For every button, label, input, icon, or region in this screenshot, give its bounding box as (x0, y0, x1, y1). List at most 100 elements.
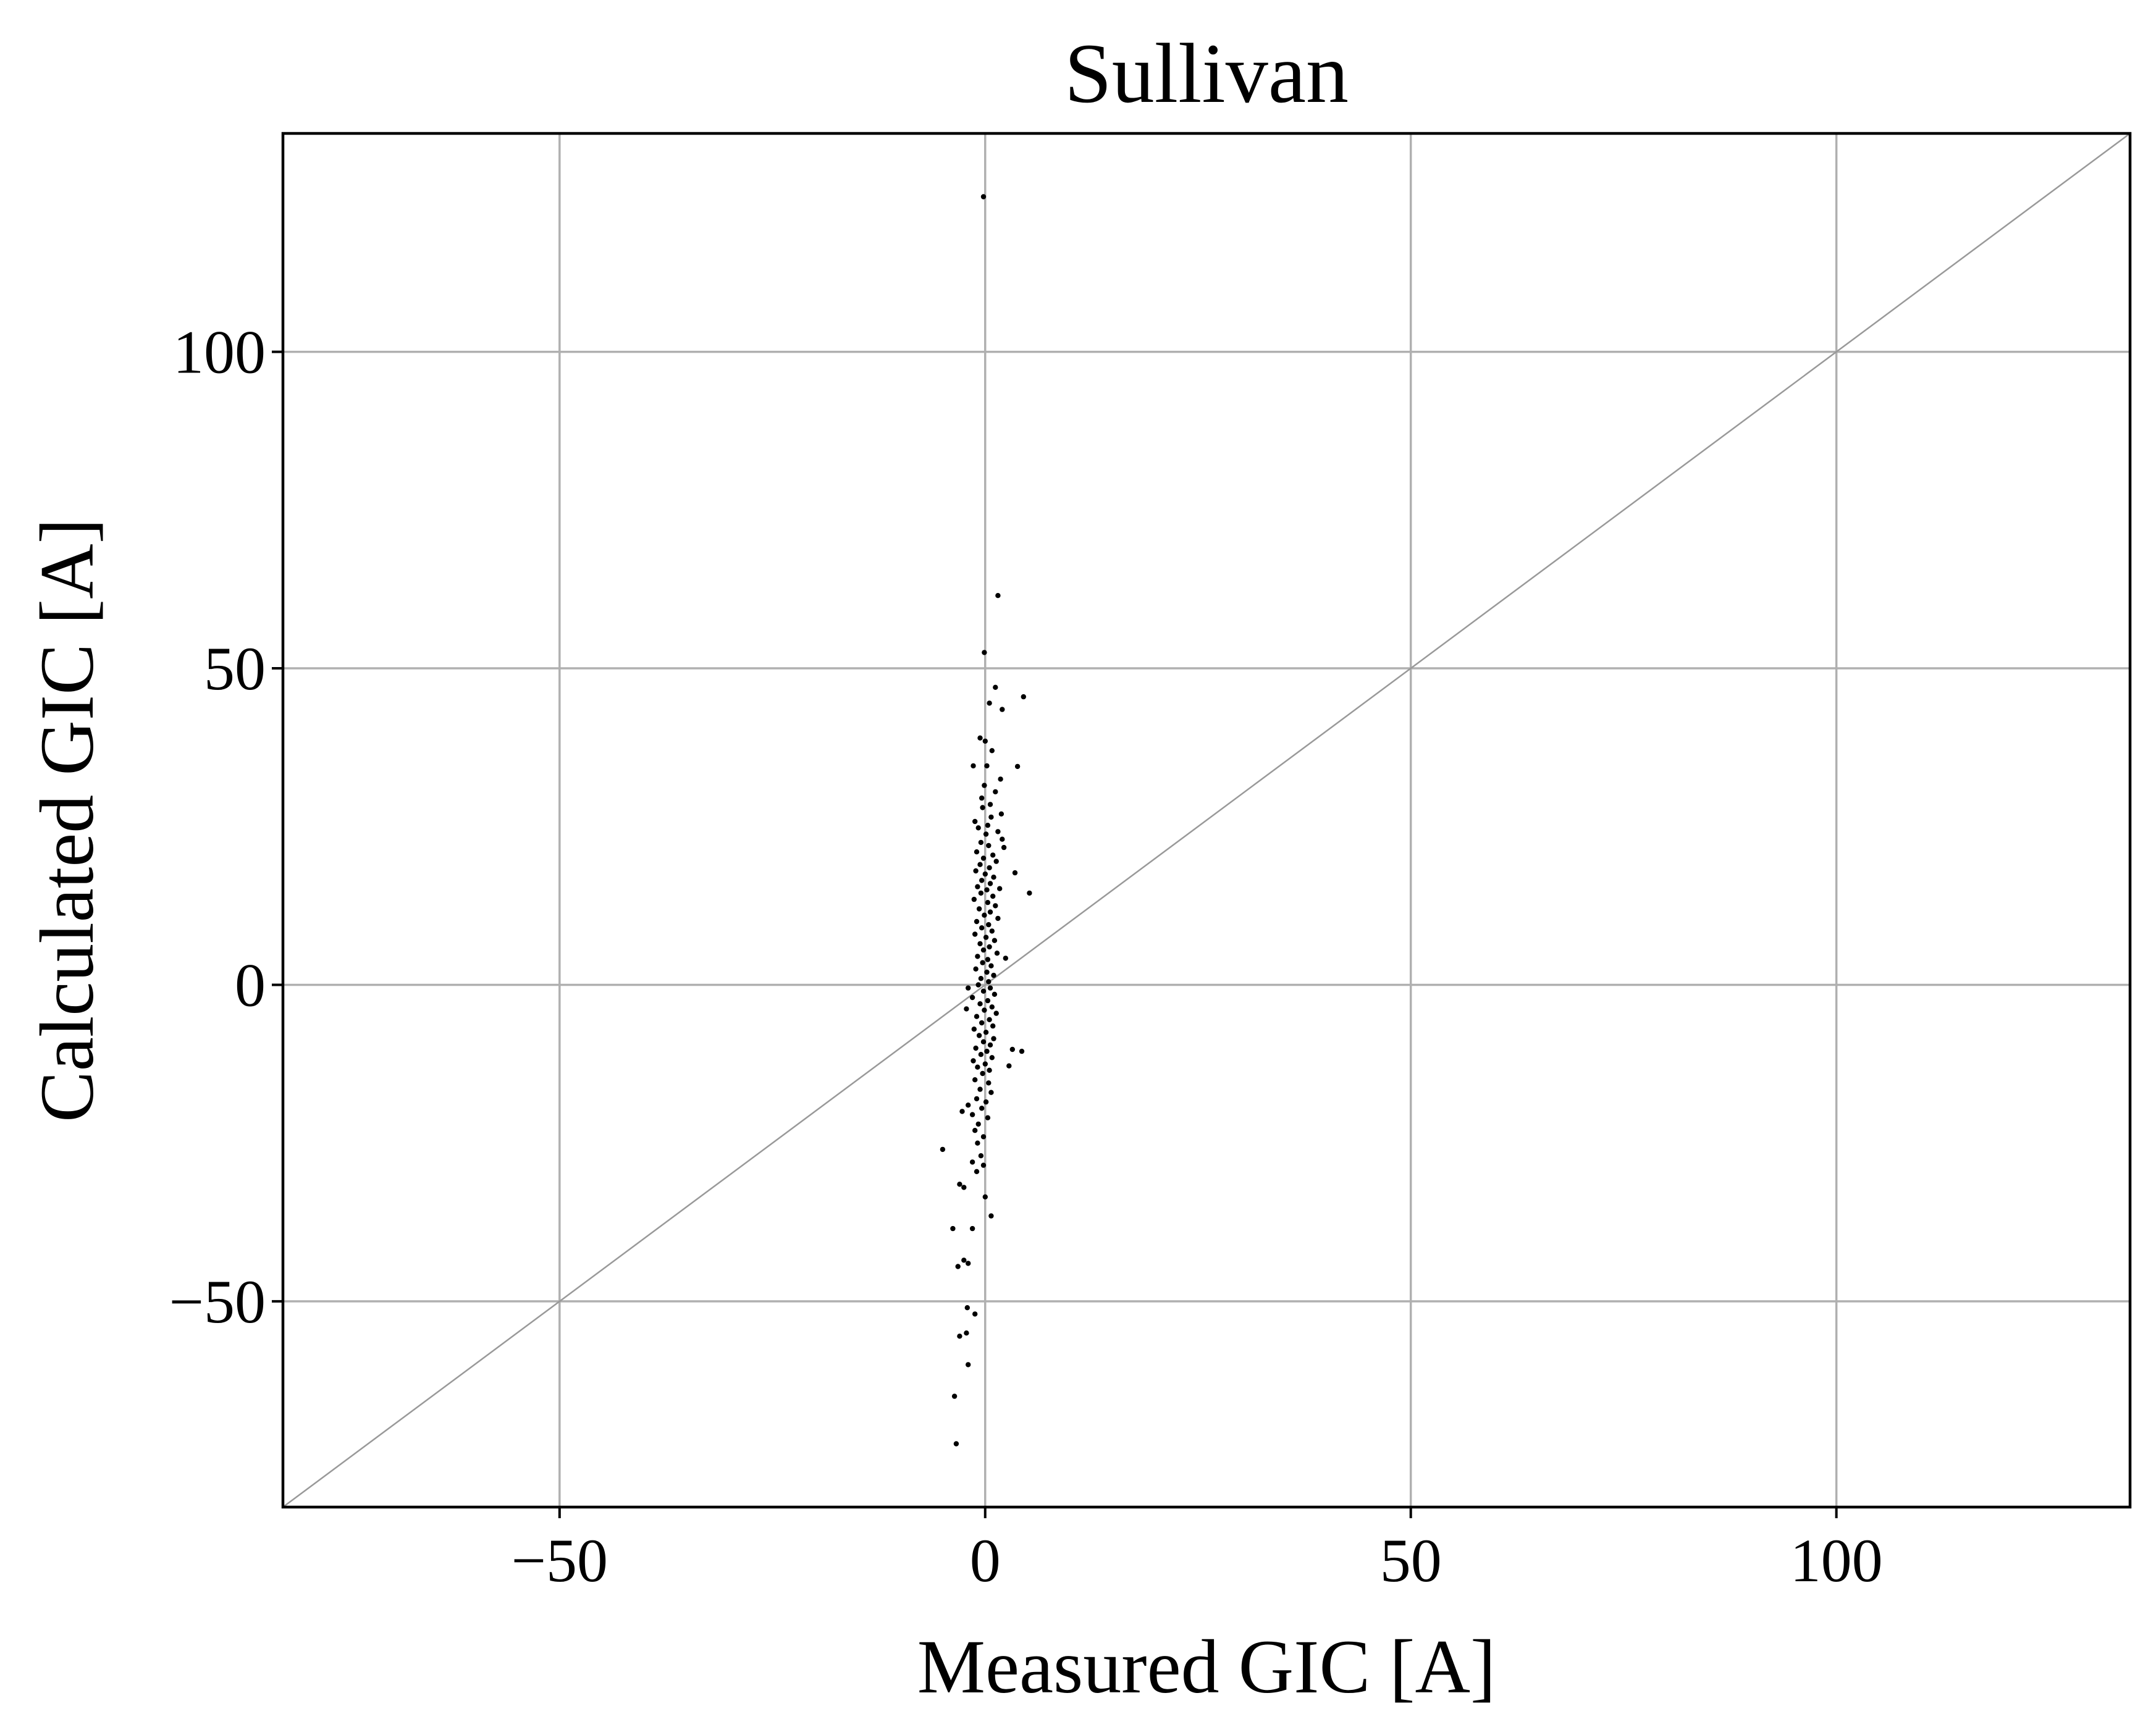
data-point (978, 839, 984, 846)
data-point (987, 700, 992, 706)
data-point (991, 1036, 996, 1041)
data-point (977, 941, 983, 947)
data-point (983, 935, 989, 940)
data-point (989, 1055, 995, 1061)
data-point (964, 1330, 969, 1336)
data-point (980, 947, 987, 953)
data-point (978, 1052, 984, 1057)
y-tick-label: 0 (235, 951, 266, 1019)
data-point (953, 1441, 959, 1447)
y-tick-label: 100 (173, 318, 266, 387)
data-point (955, 1264, 961, 1269)
x-axis-ticks: −50 0 50 100 (512, 1507, 1883, 1595)
data-point (992, 938, 998, 943)
data-point (991, 875, 996, 880)
data-point (992, 991, 998, 998)
data-point (973, 868, 979, 874)
data-point (959, 1109, 965, 1114)
data-point (987, 802, 993, 807)
data-point (991, 972, 996, 978)
data-point (957, 1182, 962, 1187)
data-point (974, 1096, 980, 1102)
data-point (1019, 1048, 1025, 1054)
data-point (951, 1393, 958, 1399)
data-point (982, 871, 988, 877)
y-tick-label: 50 (204, 634, 266, 703)
data-point (983, 1099, 989, 1105)
data-point (986, 979, 992, 985)
data-point (988, 814, 994, 820)
data-point (980, 960, 985, 965)
data-point (995, 593, 1001, 599)
data-point (976, 1033, 982, 1038)
data-point (987, 1042, 993, 1048)
data-point (940, 1146, 946, 1153)
data-point (977, 1001, 983, 1007)
data-point (984, 1048, 990, 1054)
data-point (993, 684, 998, 691)
data-point (989, 928, 995, 934)
data-point (987, 909, 993, 915)
grid-lines (283, 133, 2130, 1507)
data-point (995, 915, 1001, 922)
data-point (976, 906, 982, 912)
data-point (983, 831, 989, 837)
data-point (966, 1362, 971, 1367)
data-point (975, 884, 980, 889)
data-point (978, 976, 984, 981)
data-point (966, 1103, 971, 1108)
data-point (1009, 1046, 1016, 1052)
data-point (975, 1121, 981, 1127)
data-point (1001, 844, 1007, 851)
data-point (987, 1067, 992, 1073)
data-point (975, 1140, 980, 1146)
data-point (972, 1311, 978, 1317)
data-point (980, 1070, 985, 1077)
data-point (964, 1006, 969, 1012)
y-axis-ticks: −50 0 50 100 (169, 318, 283, 1336)
data-point (987, 985, 993, 991)
data-point (994, 951, 1000, 956)
data-point (972, 931, 978, 937)
data-point (982, 1007, 987, 1013)
data-point (982, 912, 987, 918)
data-point (1000, 836, 1005, 842)
data-point (998, 776, 1003, 782)
data-point (969, 1112, 975, 1117)
data-point (975, 825, 981, 831)
data-point (975, 1064, 980, 1070)
data-point (973, 966, 979, 972)
data-point (985, 900, 991, 905)
data-point (997, 886, 1003, 891)
chart-title: Sullivan (1064, 26, 1349, 120)
data-point (984, 763, 990, 769)
data-point (979, 1020, 985, 1026)
data-point (980, 194, 987, 200)
data-point (957, 1334, 962, 1339)
data-point (1014, 763, 1021, 770)
data-point (972, 1077, 978, 1083)
data-point (971, 763, 976, 769)
data-point (986, 842, 992, 849)
x-tick-label: 100 (1790, 1526, 1883, 1595)
data-point (971, 1027, 977, 1032)
data-point (980, 988, 987, 994)
data-point (973, 1045, 979, 1051)
data-point (988, 1090, 994, 1095)
data-point (985, 1115, 991, 1120)
x-tick-label: −50 (512, 1526, 608, 1595)
data-point (966, 1261, 971, 1266)
data-point (982, 1194, 988, 1200)
y-tick-label: −50 (169, 1267, 266, 1336)
data-point (993, 1010, 999, 1016)
data-point (987, 881, 993, 886)
data-point (980, 1162, 987, 1168)
data-point (988, 1213, 994, 1219)
data-point (983, 1030, 989, 1035)
data-point (978, 1153, 984, 1159)
data-point (979, 1106, 985, 1111)
data-point (971, 896, 977, 902)
data-point (1000, 707, 1005, 712)
